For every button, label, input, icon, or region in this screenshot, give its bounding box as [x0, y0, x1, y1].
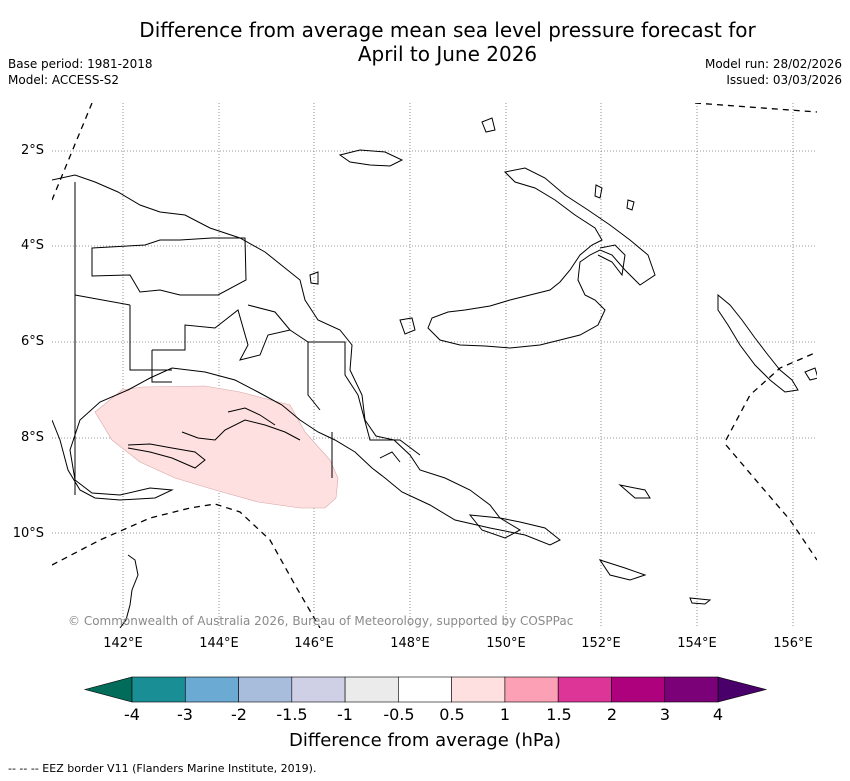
- colorbar-label: Difference from average (hPa): [288, 730, 562, 751]
- new-britain: [427, 167, 656, 349]
- lat-label-2s: 2°S: [20, 143, 44, 158]
- graticule: [52, 103, 817, 628]
- colorbar-tick-label: -1.5: [276, 705, 308, 724]
- colorbar-tick-label: 1.5: [546, 705, 572, 724]
- eez-borders: [52, 103, 817, 628]
- lon-label-142e: 142°E: [103, 636, 143, 651]
- eez-border-west: [52, 103, 93, 201]
- colorbar-tick-label: 1: [499, 705, 511, 724]
- colorbar-segment: [398, 676, 452, 703]
- colorbar-tick-label: -4: [124, 705, 140, 724]
- lon-label-156e: 156°E: [773, 636, 813, 651]
- copyright-notice: © Commonwealth of Australia 2026, Bureau…: [68, 614, 574, 628]
- lon-label-150e: 150°E: [486, 636, 526, 651]
- colorbar-segment: [611, 676, 666, 703]
- title-line-1: Difference from average mean sea level p…: [139, 18, 756, 42]
- australia-cape-york: [119, 554, 139, 628]
- milne-islands: [468, 484, 712, 605]
- colorbar-segment: [344, 676, 399, 703]
- meta-right: Model run: 28/02/2026 Issued: 03/03/2026: [705, 56, 842, 88]
- colorbar-tick-label: 0.5: [439, 705, 465, 724]
- lat-label-10s: 10°S: [12, 526, 44, 541]
- eez-border-south-east: [725, 444, 817, 561]
- manus-island: [338, 149, 404, 167]
- colorbar-segment: [504, 676, 559, 703]
- colorbar-tick-label: 3: [659, 705, 671, 724]
- lat-label-8s: 8°S: [20, 430, 44, 445]
- colorbar-tick-label: -1: [337, 705, 353, 724]
- eez-border-south: [52, 503, 321, 628]
- new-ireland: [597, 244, 626, 277]
- eez-border-east: [725, 351, 817, 441]
- colorbar-tick-label: -3: [177, 705, 193, 724]
- coastlines: [52, 117, 817, 628]
- colorbar-tick-label: -0.5: [383, 705, 415, 724]
- provincial-borders: [74, 237, 421, 478]
- pressure-anomaly-region: [94, 385, 339, 509]
- lat-label-6s: 6°S: [20, 334, 44, 349]
- model-name: Model: ACCESS-S2: [8, 73, 120, 87]
- colorbar-tick-label: 2: [606, 705, 618, 724]
- lon-label-152e: 152°E: [581, 636, 621, 651]
- colorbar-under-arrow: [83, 676, 133, 703]
- small-islands: [309, 117, 817, 381]
- map-frame: [52, 103, 817, 628]
- new-guinea-mainland: [52, 174, 561, 546]
- colorbar-segment: [238, 676, 293, 703]
- title-line-2: April to June 2026: [357, 42, 538, 66]
- eez-border-north-east: [694, 103, 817, 113]
- lon-label-144e: 144°E: [199, 636, 239, 651]
- fly-river-delta: [127, 407, 301, 469]
- model-run: Model run: 28/02/2026: [704, 57, 842, 71]
- colorbar-segment: [664, 676, 719, 703]
- colorbar-tick-label: -2: [231, 705, 247, 724]
- meta-left: Base period: 1981-2018 Model: ACCESS-S2: [8, 56, 153, 88]
- issued-date: Issued: 03/03/2026: [726, 73, 842, 87]
- colorbar: [83, 676, 768, 703]
- colorbar-segment: [451, 676, 506, 703]
- colorbar-segment: [291, 676, 346, 703]
- lat-label-4s: 4°S: [20, 238, 44, 253]
- lon-label-154e: 154°E: [677, 636, 717, 651]
- colorbar-segment: [184, 676, 239, 703]
- base-period: Base period: 1981-2018: [8, 57, 153, 71]
- eez-footnote: -- -- -- EEZ border V11 (Flanders Marine…: [8, 762, 317, 775]
- colorbar-segment: [131, 676, 186, 703]
- colorbar-tick-label: 4: [712, 705, 724, 724]
- bougainville: [717, 293, 799, 393]
- lon-label-146e: 146°E: [294, 636, 334, 651]
- map-title: Difference from average mean sea level p…: [60, 18, 835, 66]
- lon-label-148e: 148°E: [390, 636, 430, 651]
- colorbar-over-arrow: [717, 676, 768, 703]
- colorbar-segment: [557, 676, 612, 703]
